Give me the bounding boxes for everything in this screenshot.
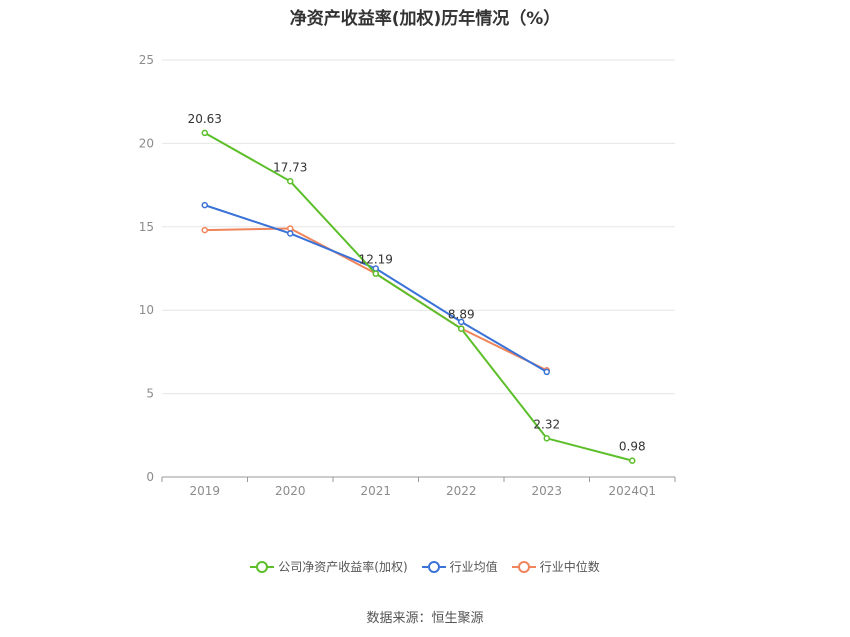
legend-swatch-icon [421,560,446,573]
data-point [543,368,550,376]
x-tick-label: 2021 [360,484,391,498]
x-tick-label: 2019 [189,484,220,498]
data-point [201,201,208,209]
data-source: 数据来源：恒生聚源 [366,611,484,626]
data-point [372,270,379,277]
chart-legend: 公司净资产收益率(加权) 行业均值 行业中位数 [0,558,850,575]
data-point [287,225,294,232]
data-label: 2.32 [533,417,560,431]
legend-item[interactable]: 行业均值 [421,558,498,575]
legend-item[interactable]: 公司净资产收益率(加权) [250,558,408,575]
data-label: 12.19 [359,253,393,267]
x-tick-label: 2022 [446,484,477,498]
legend-swatch-icon [511,560,536,573]
legend-label: 行业均值 [449,560,498,574]
data-point [201,129,208,137]
series-line [204,132,633,462]
chart-title: 净资产收益率(加权)历年情况（%） [289,9,561,29]
y-tick-label: 20 [139,136,154,150]
y-tick-label: 10 [139,303,154,317]
data-label: 8.89 [448,308,475,322]
x-tick-label: 2024Q1 [608,484,656,498]
data-label: 20.63 [188,112,222,126]
data-point [458,325,465,332]
data-point [201,226,208,234]
data-point [543,435,550,442]
data-point [458,318,465,326]
data-point [629,457,636,464]
data-point [287,178,294,185]
y-tick-label: 25 [139,53,154,67]
y-tick-label: 5 [146,387,154,401]
data-point [287,230,294,237]
series-line [204,227,548,372]
legend-label: 公司净资产收益率(加权) [278,560,408,574]
x-tick-label: 2023 [531,484,562,498]
y-tick-label: 0 [146,470,154,484]
data-label: 0.98 [619,440,646,454]
y-tick-label: 15 [139,220,154,234]
legend-swatch-icon [250,560,275,573]
series-line [204,204,548,373]
x-tick-label: 2020 [275,484,306,498]
data-point [372,265,379,272]
legend-label: 行业中位数 [539,560,600,574]
data-label: 17.73 [273,160,307,174]
legend-item[interactable]: 行业中位数 [511,558,600,575]
